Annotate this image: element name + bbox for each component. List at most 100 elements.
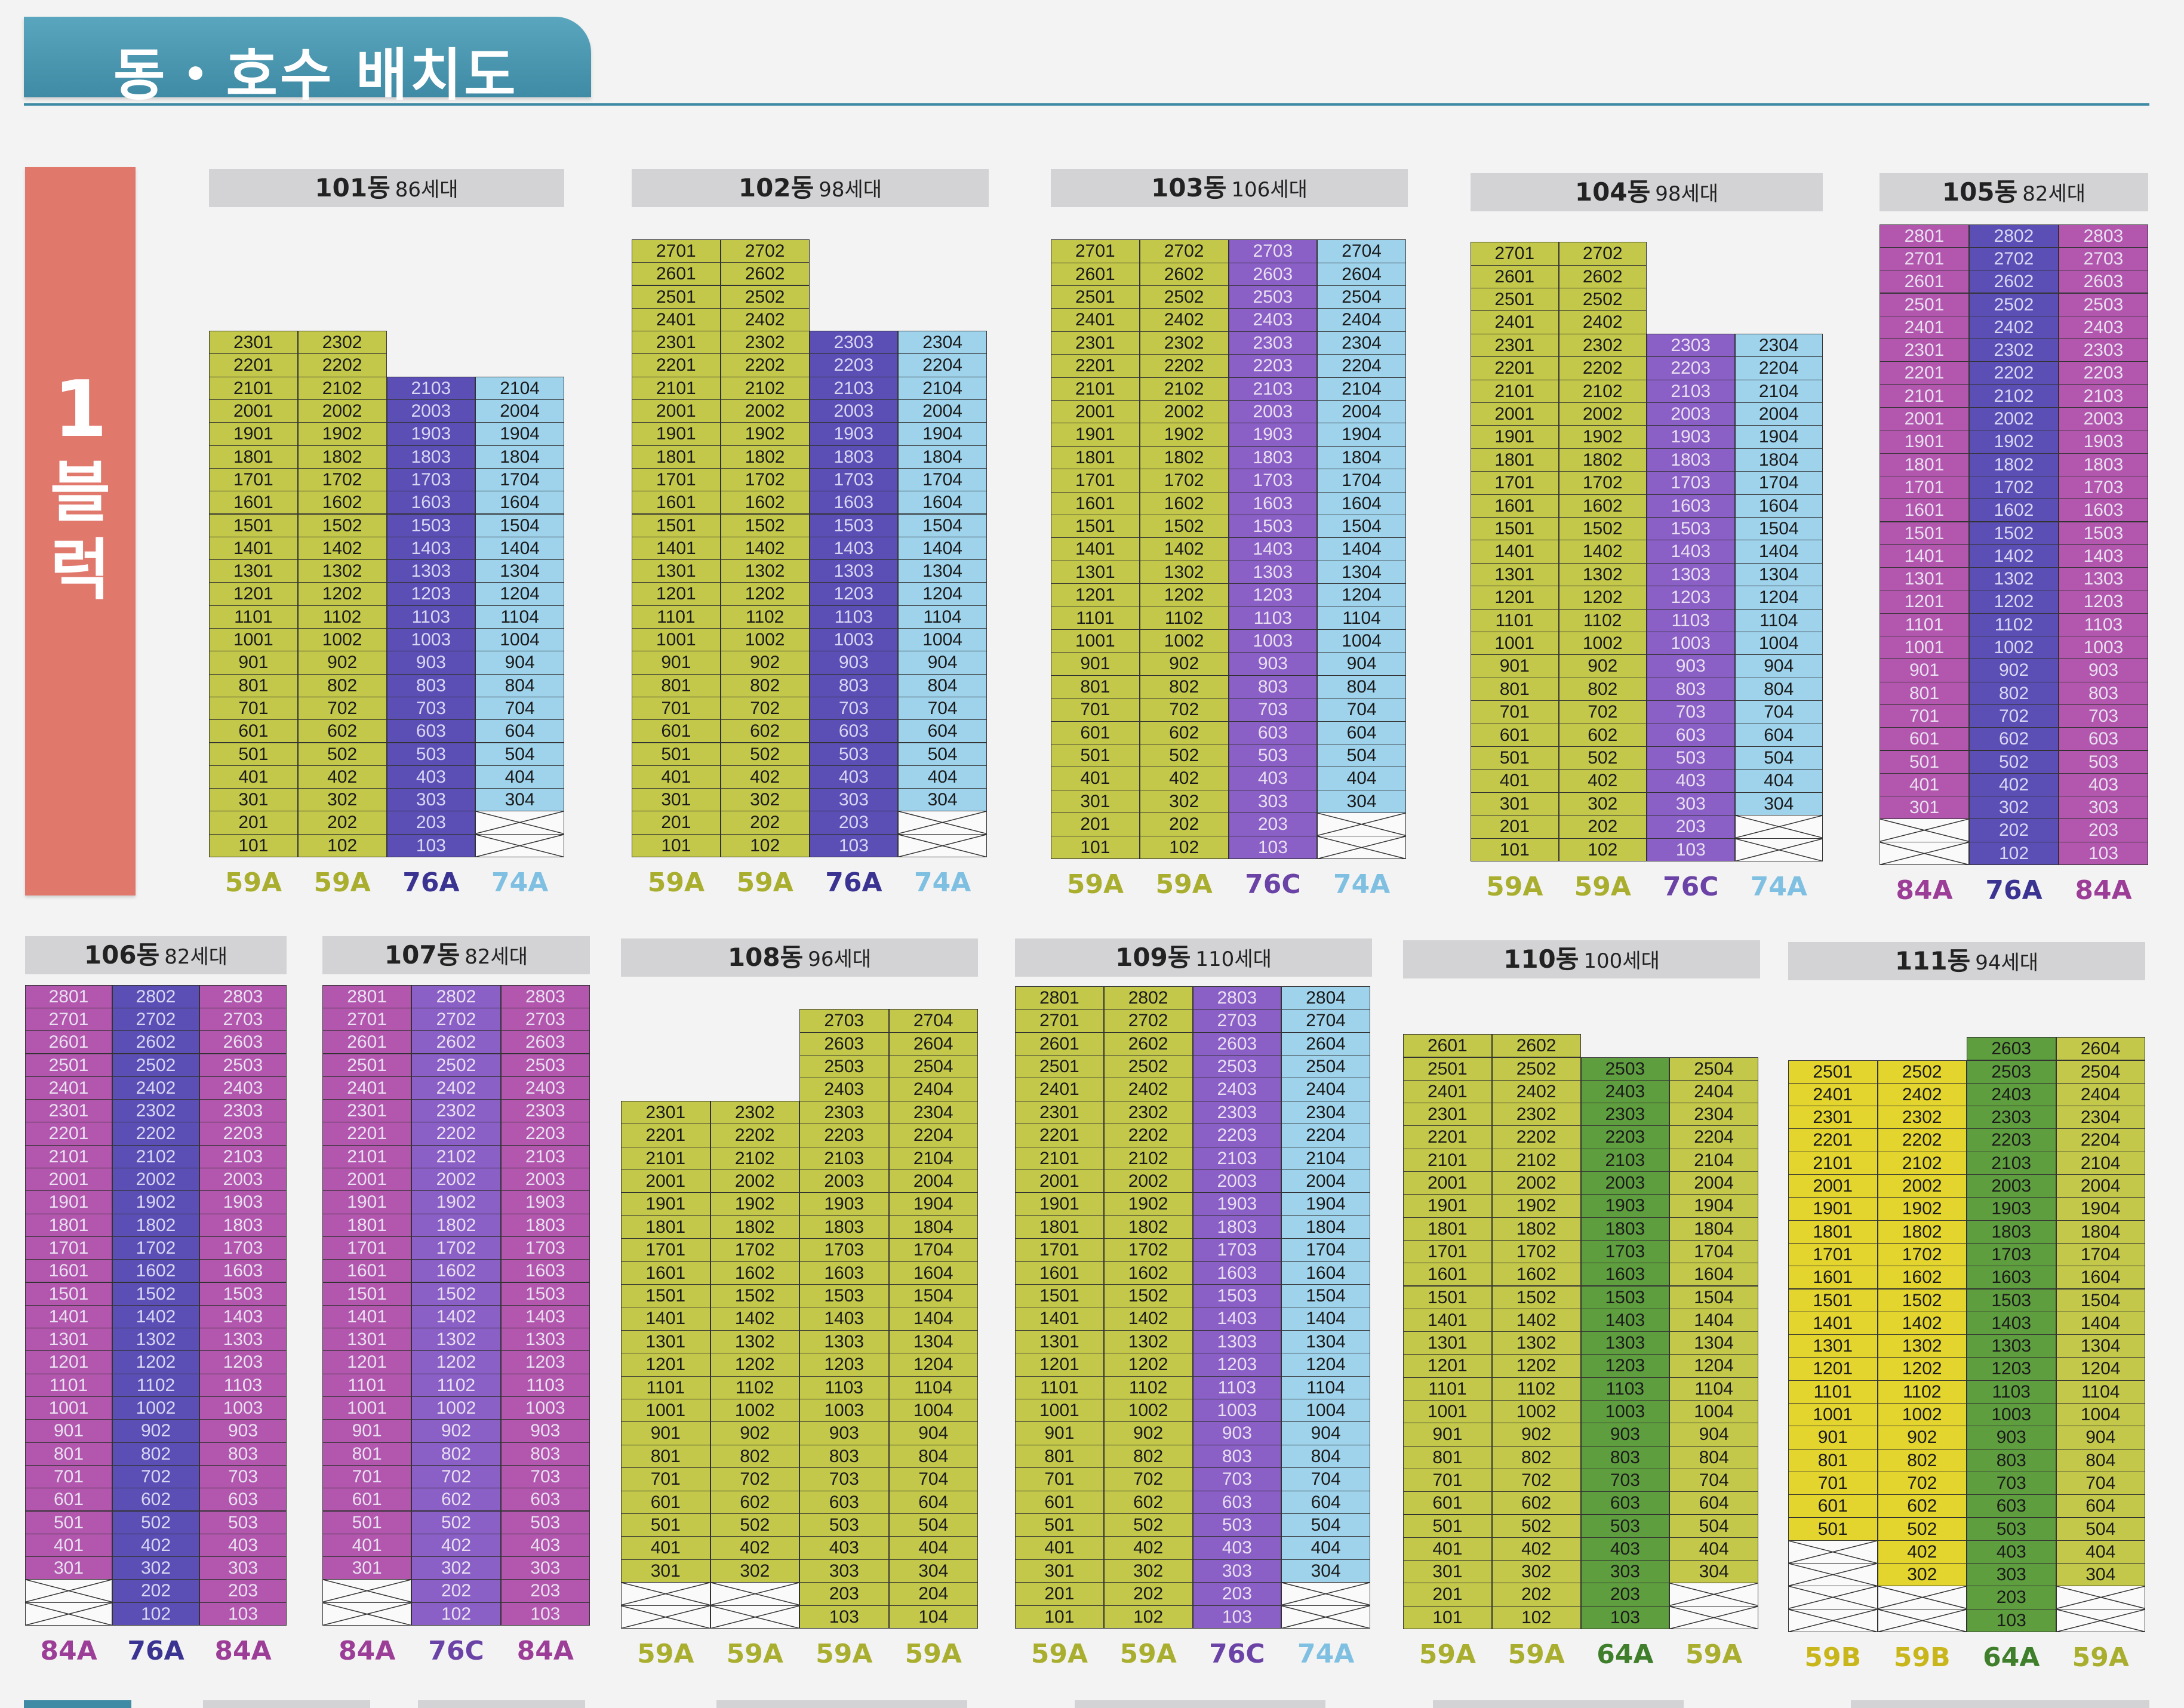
unit-cell: 1302 (720, 559, 810, 583)
unit-cell: 1801 (25, 1213, 112, 1237)
unit-cell: 1903 (2059, 430, 2148, 454)
unit-cell: 402 (1558, 769, 1647, 793)
unit-cell: 203 (2059, 818, 2148, 842)
unit-cell: 2802 (112, 984, 199, 1008)
unit-cell: 902 (411, 1419, 501, 1443)
unit-cell: 304 (2056, 1563, 2145, 1587)
unit-cell: 2501 (1015, 1055, 1104, 1079)
unit-cell: 2303 (1228, 331, 1318, 355)
empty-unit-cell (25, 1602, 112, 1626)
unit-cell: 2401 (1471, 310, 1559, 334)
unit-cell: 903 (386, 651, 476, 675)
unit-cell: 203 (799, 1582, 889, 1606)
unit-cell: 304 (475, 788, 564, 812)
unit-cell: 502 (1558, 746, 1647, 770)
unit-cell: 904 (1281, 1421, 1370, 1445)
unit-cell: 2603 (1192, 1032, 1282, 1055)
building-header: 109동 110세대 (1015, 938, 1372, 977)
unit-cell: 1104 (2056, 1380, 2145, 1404)
unit-cell: 1004 (1317, 629, 1406, 653)
unit-cell: 404 (888, 1536, 978, 1560)
unit-cell: 701 (1015, 1467, 1104, 1491)
unit-cell: 1002 (710, 1399, 799, 1423)
unit-type-label: 76C (428, 1636, 484, 1666)
unit-cell: 303 (809, 788, 899, 812)
unit-cell: 701 (209, 696, 298, 721)
unit-cell: 1304 (888, 1330, 978, 1354)
unit-cell: 1004 (888, 1399, 978, 1423)
unit-cell: 2002 (411, 1168, 501, 1192)
unit-cell: 2503 (2059, 293, 2148, 316)
unit-cell: 2703 (500, 1007, 590, 1032)
unit-cell: 1001 (621, 1399, 710, 1423)
unit-cell: 301 (1051, 789, 1140, 814)
empty-unit-cell (475, 811, 564, 835)
block-word-char: 블 (50, 454, 111, 531)
unit-cell: 603 (1228, 721, 1318, 744)
unit-cell: 2402 (411, 1076, 501, 1100)
unit-cell: 1703 (386, 467, 476, 492)
unit-cell: 304 (1734, 792, 1823, 816)
unit-cell: 901 (209, 651, 298, 675)
unit-cell: 2404 (1669, 1079, 1758, 1104)
unit-cell: 1504 (1317, 515, 1406, 538)
unit-cell: 1201 (322, 1350, 412, 1374)
unit-cell: 1701 (632, 467, 721, 492)
unit-cell: 2502 (1558, 288, 1647, 312)
unit-cell: 2401 (322, 1076, 412, 1100)
unit-cell: 2202 (1877, 1128, 1967, 1152)
unit-cell: 902 (1491, 1423, 1581, 1447)
unit-cell: 1804 (475, 445, 564, 469)
unit-cell: 2002 (112, 1168, 199, 1192)
unit-cell: 1701 (1880, 475, 1969, 500)
unit-cell: 504 (898, 742, 987, 766)
unit-cell: 1104 (475, 605, 564, 629)
unit-cell: 603 (809, 719, 899, 743)
unit-cell: 1102 (1139, 606, 1229, 630)
unit-cell: 104 (888, 1605, 978, 1629)
unit-cell: 1701 (1788, 1242, 1878, 1267)
unit-cell: 1001 (1471, 632, 1559, 655)
unit-cell: 1502 (720, 513, 810, 537)
unit-cell: 401 (1880, 773, 1969, 797)
unit-cell: 1701 (1015, 1238, 1104, 1262)
unit-cell: 503 (799, 1513, 889, 1537)
unit-cell: 2403 (1580, 1079, 1670, 1104)
unit-cell: 1203 (386, 582, 476, 606)
unit-cell: 604 (1669, 1491, 1758, 1515)
unit-cell: 1204 (1317, 583, 1406, 607)
unit-cell: 904 (1734, 654, 1823, 678)
unit-cell: 2204 (1317, 354, 1406, 378)
unit-cell: 2603 (1228, 262, 1318, 286)
unit-cell: 2201 (1788, 1128, 1878, 1152)
unit-cell: 2501 (322, 1053, 412, 1077)
unit-cell: 703 (500, 1464, 590, 1489)
unit-cell: 1101 (1471, 608, 1559, 632)
unit-cell: 1802 (1103, 1215, 1193, 1239)
unit-cell: 1303 (199, 1328, 287, 1352)
unit-type-label: 59A (816, 1639, 873, 1669)
unit-cell: 703 (1580, 1468, 1670, 1492)
unit-type-label: 59A (1685, 1639, 1743, 1670)
unit-cell: 2202 (710, 1124, 799, 1147)
unit-cell: 2702 (1103, 1009, 1193, 1033)
unit-cell: 801 (1403, 1445, 1492, 1469)
unit-cell: 1203 (1228, 583, 1318, 607)
unit-cell: 902 (1969, 658, 2059, 682)
unit-cell: 2001 (25, 1168, 112, 1192)
unit-type-label: 84A (2075, 875, 2132, 906)
unit-cell: 1403 (386, 536, 476, 561)
unit-cell: 903 (199, 1419, 287, 1443)
unit-cell: 2103 (809, 376, 899, 400)
unit-cell: 2301 (1051, 331, 1140, 355)
unit-cell: 2301 (621, 1100, 710, 1125)
unit-cell: 1303 (799, 1330, 889, 1354)
building-106동: 106동 82세대 2801 2701 2601 2501 2401 2301 2201 2101… (25, 936, 287, 1691)
unit-cell: 2103 (799, 1146, 889, 1170)
unit-cell: 1104 (1734, 608, 1823, 632)
unit-cell: 2702 (720, 239, 810, 263)
unit-cell: 2703 (1192, 1009, 1282, 1033)
unit-cell: 2701 (1880, 247, 1969, 271)
unit-cell: 1904 (898, 422, 987, 446)
unit-cell: 1703 (1192, 1238, 1282, 1262)
